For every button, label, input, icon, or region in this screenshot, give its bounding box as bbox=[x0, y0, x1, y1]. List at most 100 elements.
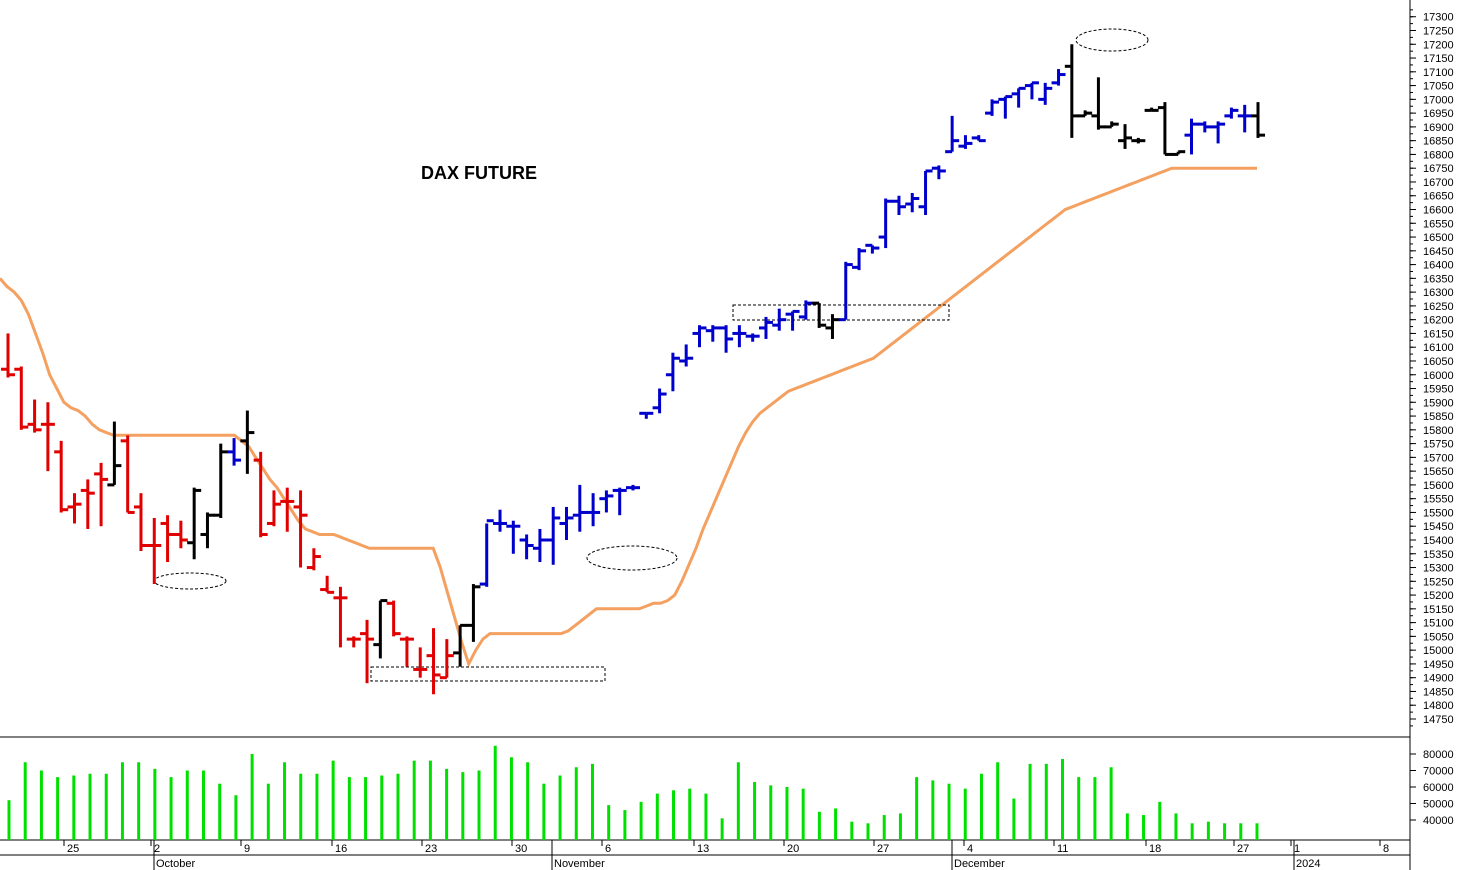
price-tick-label: 16000 bbox=[1423, 370, 1454, 382]
volume-tick-label: 70000 bbox=[1423, 766, 1454, 778]
price-bar bbox=[54, 440, 69, 513]
price-tick-label: 17200 bbox=[1423, 39, 1454, 51]
day-tick-label: 23 bbox=[425, 843, 437, 855]
price-tick-label: 16250 bbox=[1423, 301, 1454, 313]
price-bar bbox=[626, 484, 640, 491]
price-bar bbox=[945, 115, 960, 154]
price-bar bbox=[812, 301, 827, 328]
price-tick-label: 17150 bbox=[1423, 53, 1454, 65]
price-bar bbox=[506, 520, 521, 554]
price-bar bbox=[639, 411, 654, 419]
price-bar bbox=[1251, 102, 1265, 138]
price-bar bbox=[891, 195, 906, 216]
price-bar bbox=[958, 135, 973, 149]
day-tick-label: 13 bbox=[697, 843, 709, 855]
price-tick-label: 15200 bbox=[1423, 590, 1454, 602]
price-bar bbox=[825, 314, 840, 339]
price-bar bbox=[985, 99, 1000, 116]
annotation-box-november-range bbox=[732, 304, 950, 321]
price-tick-label: 15650 bbox=[1423, 466, 1454, 478]
price-bar bbox=[439, 639, 454, 680]
price-tick-label: 16900 bbox=[1423, 122, 1454, 134]
price-bar bbox=[679, 344, 694, 367]
price-tick-label: 14900 bbox=[1423, 673, 1454, 685]
volume-tick-label: 40000 bbox=[1423, 815, 1454, 827]
price-bar bbox=[147, 517, 162, 585]
price-bar bbox=[200, 512, 215, 549]
price-bar bbox=[479, 519, 494, 587]
price-bars bbox=[1, 44, 1265, 695]
price-bar bbox=[94, 462, 109, 527]
price-tick-label: 15500 bbox=[1423, 507, 1454, 519]
volume-axis: 40000 50000 60000 70000 80000 bbox=[1410, 749, 1454, 827]
price-bar bbox=[386, 600, 401, 637]
price-bar bbox=[1157, 102, 1172, 156]
volume-tick-label: 50000 bbox=[1423, 799, 1454, 811]
price-bar bbox=[599, 490, 614, 513]
price-bar bbox=[865, 243, 880, 254]
annotation-ellipse-december-high bbox=[1075, 28, 1149, 52]
price-bar bbox=[1038, 82, 1053, 105]
price-bar bbox=[333, 586, 348, 648]
day-tick-label: 27 bbox=[877, 843, 889, 855]
day-tick-label: 6 bbox=[605, 843, 611, 855]
price-tick-label: 16200 bbox=[1423, 315, 1454, 327]
price-tick-label: 15750 bbox=[1423, 439, 1454, 451]
price-tick-label: 15150 bbox=[1423, 604, 1454, 616]
price-tick-label: 17300 bbox=[1423, 12, 1454, 24]
month-label: October bbox=[156, 858, 195, 870]
price-bar bbox=[187, 487, 202, 560]
price-tick-label: 16700 bbox=[1423, 177, 1454, 189]
price-bar bbox=[1211, 121, 1226, 144]
price-bar bbox=[918, 169, 933, 216]
price-tick-label: 15350 bbox=[1423, 549, 1454, 561]
price-bar bbox=[360, 619, 375, 684]
price-bar bbox=[612, 487, 627, 516]
price-tick-label: 16350 bbox=[1423, 273, 1454, 285]
price-bar bbox=[1131, 137, 1146, 144]
price-bar bbox=[1171, 150, 1186, 156]
price-tick-label: 15400 bbox=[1423, 535, 1454, 547]
price-bar bbox=[306, 548, 321, 571]
day-tick-label: 9 bbox=[244, 843, 250, 855]
volume-tick-label: 60000 bbox=[1423, 782, 1454, 794]
price-tick-label: 15700 bbox=[1423, 452, 1454, 464]
price-tick-label: 16600 bbox=[1423, 205, 1454, 217]
price-bar bbox=[27, 399, 42, 433]
annotation-box-october-low bbox=[370, 666, 606, 682]
price-tick-label: 15100 bbox=[1423, 618, 1454, 630]
price-bar bbox=[399, 636, 414, 667]
price-bar bbox=[413, 647, 428, 678]
price-tick-label: 15050 bbox=[1423, 631, 1454, 643]
price-bar bbox=[1224, 107, 1239, 119]
annotation-ellipse-early-november bbox=[586, 545, 678, 571]
price-bar bbox=[905, 192, 920, 213]
price-bar bbox=[652, 388, 667, 414]
price-bar bbox=[426, 628, 441, 695]
day-tick-label: 18 bbox=[1149, 843, 1161, 855]
day-tick-label: 11 bbox=[1057, 843, 1068, 855]
volume-tick-label: 80000 bbox=[1423, 749, 1454, 761]
price-bar bbox=[240, 410, 255, 474]
day-tick-label: 25 bbox=[67, 843, 79, 855]
price-bar bbox=[1197, 121, 1212, 133]
price-bar bbox=[998, 95, 1013, 119]
price-bar bbox=[1, 333, 15, 378]
price-bar bbox=[227, 438, 242, 466]
price-bar bbox=[586, 493, 601, 527]
price-bar bbox=[838, 261, 853, 322]
price-tick-label: 16300 bbox=[1423, 287, 1454, 299]
day-tick-label: 4 bbox=[967, 843, 973, 855]
price-bar bbox=[1024, 81, 1039, 100]
price-tick-label: 15000 bbox=[1423, 645, 1454, 657]
price-bar bbox=[785, 309, 800, 331]
price-bar bbox=[1184, 118, 1199, 155]
price-bar bbox=[1144, 107, 1159, 112]
day-tick-label: 30 bbox=[515, 843, 527, 855]
price-bar bbox=[559, 506, 574, 540]
price-bar bbox=[732, 325, 747, 348]
price-bar bbox=[40, 402, 55, 472]
price-bar bbox=[665, 352, 680, 392]
price-bar bbox=[14, 366, 29, 430]
price-tick-label: 17100 bbox=[1423, 67, 1454, 79]
